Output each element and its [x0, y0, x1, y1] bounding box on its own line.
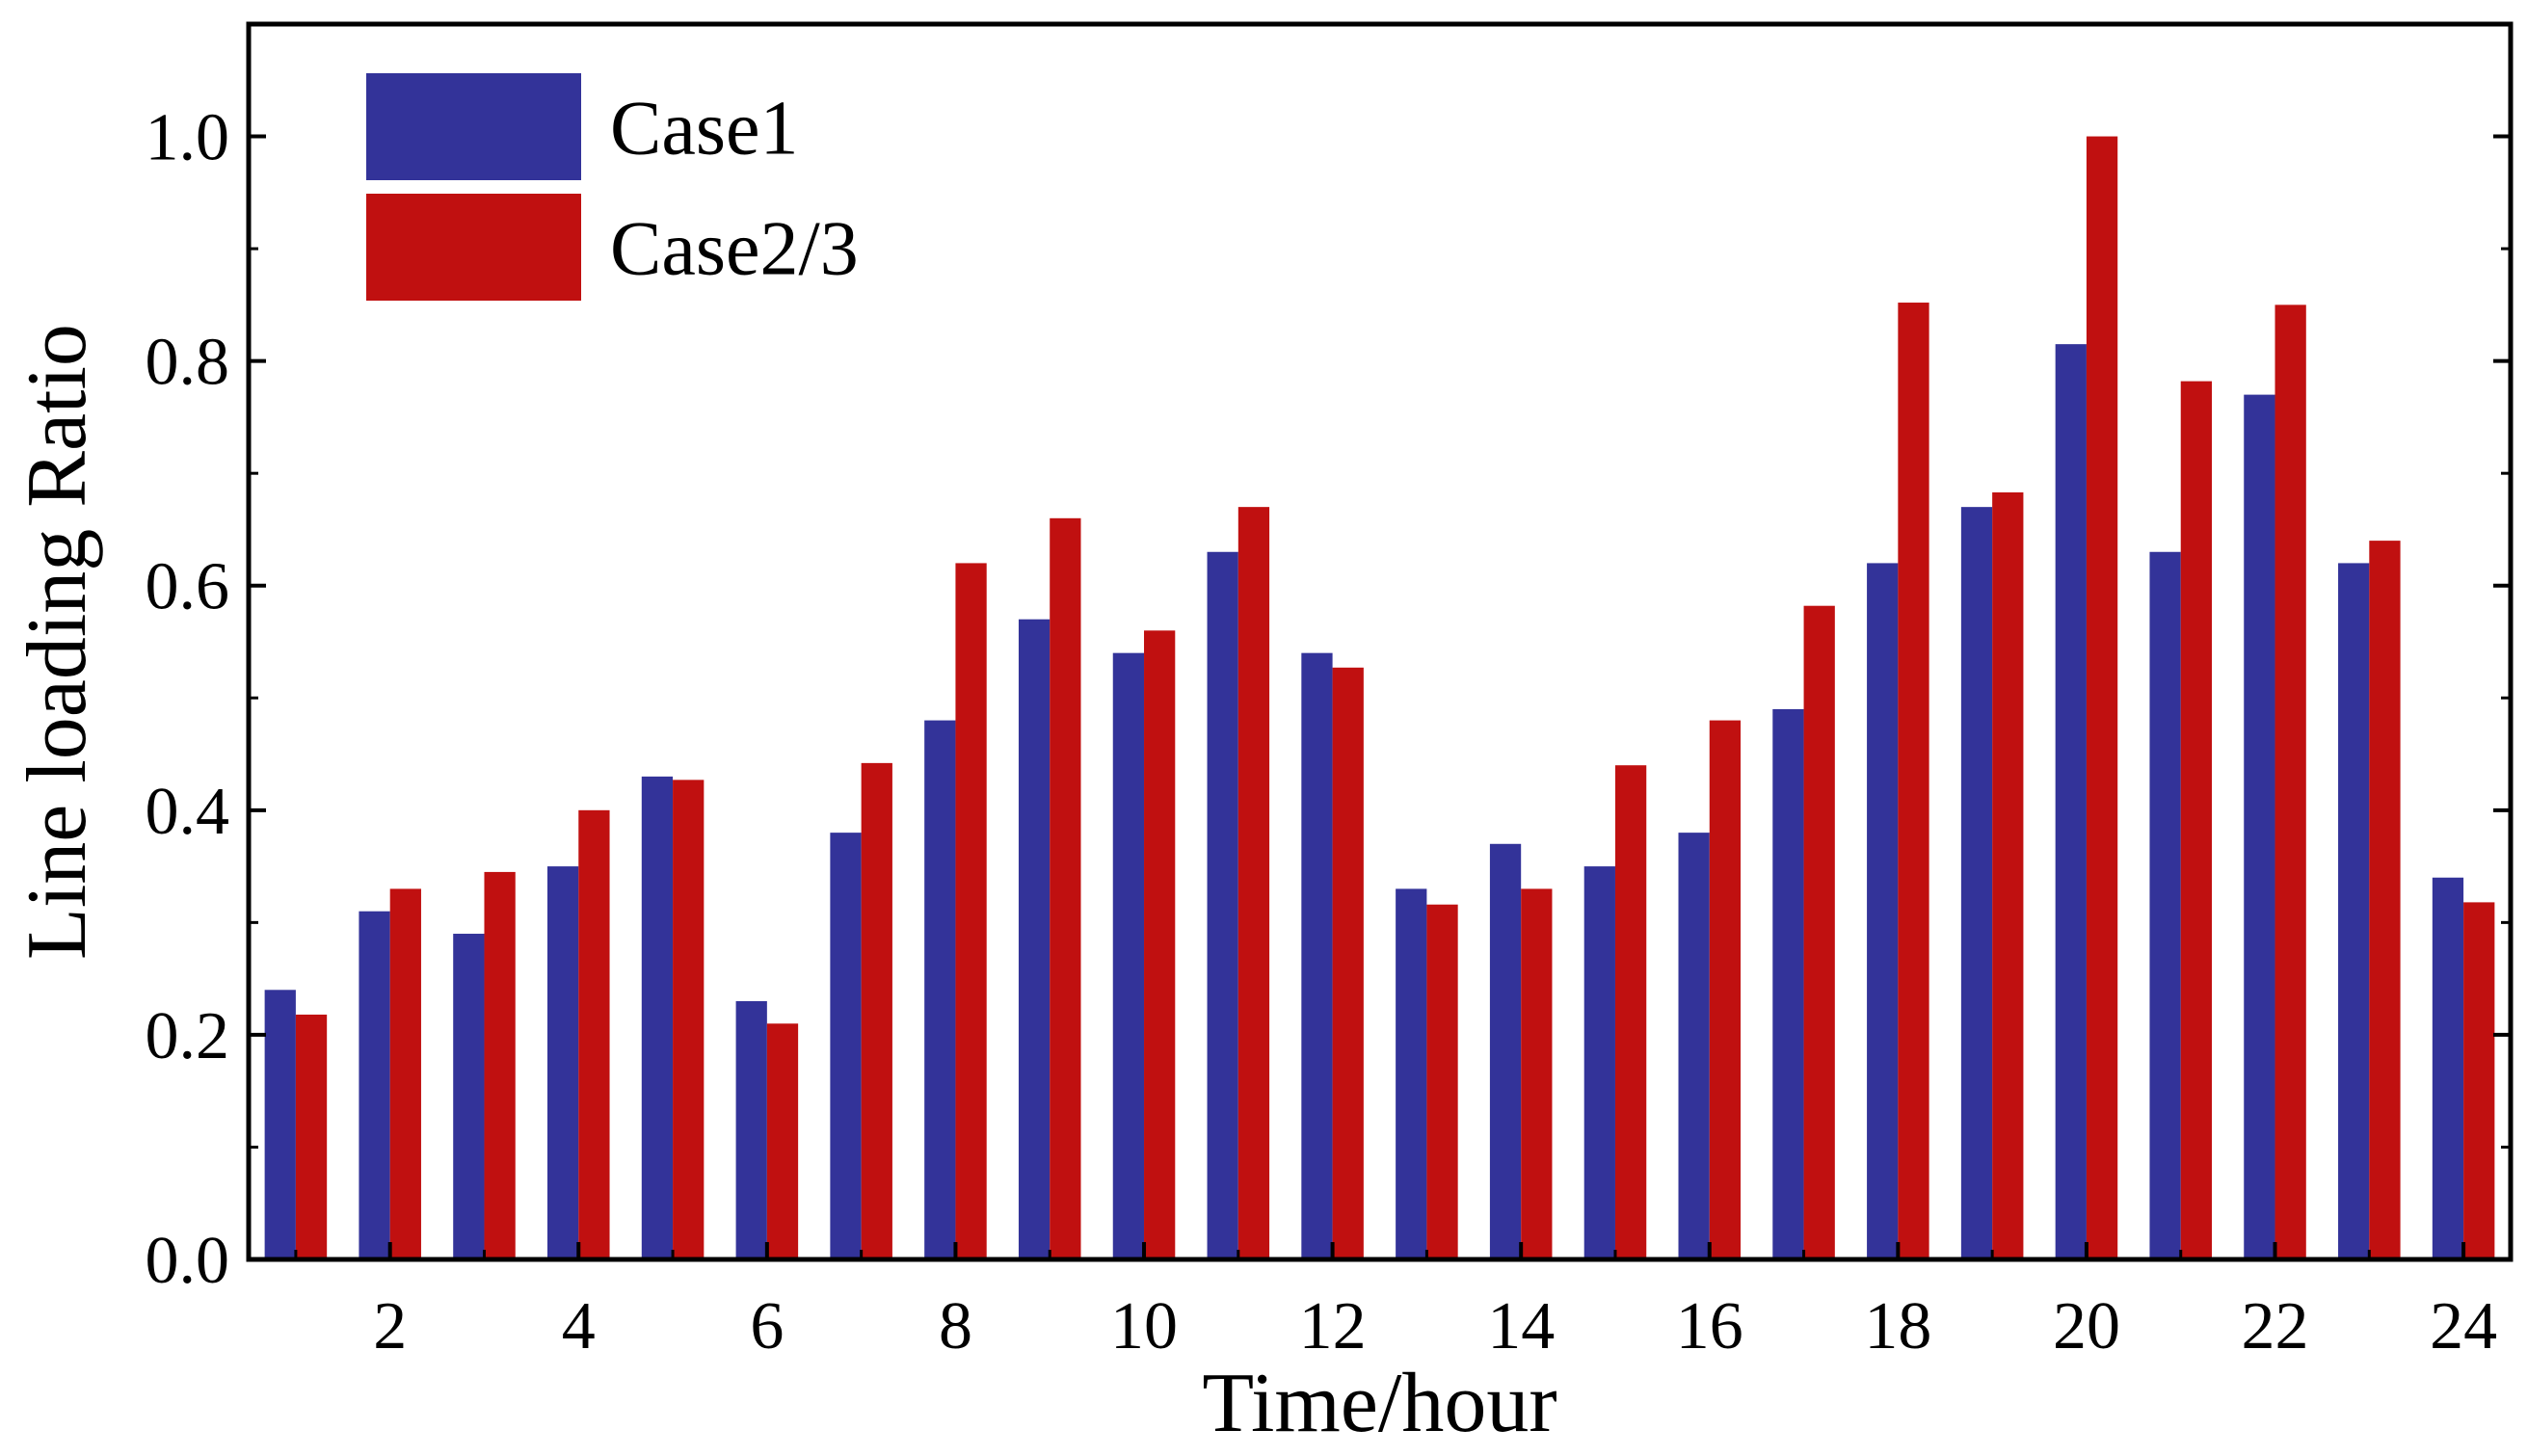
bar-case2-3-hour-15	[1614, 765, 1647, 1259]
bar-case2-3-hour-13	[1426, 904, 1458, 1259]
y-tick-label: 1.0	[146, 101, 230, 175]
legend-swatch-case1	[366, 73, 581, 180]
bar-case2-3-hour-9	[1050, 517, 1081, 1259]
x-tick-label: 24	[2430, 1289, 2497, 1363]
bar-case2-3-hour-12	[1332, 667, 1364, 1259]
bar-case1-hour-8	[924, 720, 956, 1259]
ticks-group: 0.00.20.40.60.81.02 4 6 8 10 12 14 16 18 20 22 24	[146, 22, 2511, 1363]
x-tick-label: 6	[750, 1289, 784, 1363]
x-tick-label: 2	[373, 1289, 407, 1363]
bar-case2-3-hour-18	[1898, 303, 1929, 1259]
x-tick-label: 20	[2053, 1289, 2120, 1363]
bar-case1-hour-6	[735, 1000, 767, 1259]
legend-swatch-case2-3	[366, 194, 581, 301]
bar-case1-hour-23	[2338, 563, 2370, 1259]
x-tick-label: 22	[2242, 1289, 2309, 1363]
legend-label-case1: Case1	[610, 87, 799, 172]
y-tick-label: 0.6	[146, 550, 230, 624]
bar-case1-hour-9	[1018, 619, 1051, 1259]
bar-case2-3-hour-16	[1709, 720, 1742, 1259]
bar-case1-hour-12	[1301, 652, 1333, 1259]
bar-case1-hour-10	[1112, 652, 1145, 1259]
bar-case2-3-hour-1	[295, 1014, 328, 1259]
bar-case2-3-hour-4	[578, 809, 610, 1259]
bar-case2-3-hour-17	[1803, 605, 1835, 1259]
bar-case1-hour-20	[2055, 344, 2087, 1259]
x-tick-label: 14	[1487, 1289, 1555, 1363]
legend: Case1 Case2/3	[366, 73, 859, 301]
bar-case1-hour-13	[1396, 888, 1427, 1259]
bar-case2-3-hour-10	[1144, 630, 1176, 1259]
bar-case1-hour-15	[1583, 866, 1615, 1259]
bar-case1-hour-18	[1867, 563, 1899, 1259]
bar-case1-hour-5	[641, 776, 674, 1259]
bar-case2-3-hour-11	[1237, 507, 1270, 1259]
bar-case1-hour-17	[1772, 708, 1804, 1259]
bar-case2-3-hour-24	[2463, 902, 2495, 1259]
bar-case2-3-hour-21	[2180, 381, 2213, 1260]
bar-case1-hour-4	[546, 866, 579, 1259]
x-tick-label: 4	[562, 1289, 596, 1363]
y-tick-label: 0.4	[146, 775, 230, 849]
bar-case2-3-hour-2	[389, 888, 421, 1259]
x-tick-label: 16	[1676, 1289, 1743, 1363]
bar-case1-hour-16	[1678, 833, 1710, 1259]
bar-case2-3-hour-23	[2369, 541, 2401, 1259]
bar-case1-hour-21	[2149, 551, 2181, 1259]
x-axis-title: Time/hour	[1202, 1357, 1556, 1450]
bar-case1-hour-22	[2244, 394, 2275, 1260]
bar-case1-hour-24	[2432, 877, 2464, 1259]
bar-case1-hour-1	[264, 990, 296, 1259]
x-tick-label: 8	[939, 1289, 972, 1363]
bar-case1-hour-2	[359, 911, 390, 1259]
bar-case2-3-hour-19	[1992, 491, 2024, 1260]
bar-case2-3-hour-20	[2086, 136, 2118, 1260]
bar-case2-3-hour-3	[484, 871, 516, 1259]
bar-case2-3-hour-8	[955, 563, 987, 1259]
bar-case1-hour-7	[830, 833, 862, 1259]
x-tick-label: 10	[1110, 1289, 1178, 1363]
bar-case2-3-hour-6	[766, 1023, 799, 1259]
y-tick-label: 0.2	[146, 999, 230, 1073]
plot-frame	[246, 21, 2514, 1262]
y-tick-label: 0.8	[146, 326, 230, 400]
bar-case1-hour-14	[1489, 843, 1522, 1259]
y-axis-title: Line loading Ratio	[11, 324, 104, 960]
bar-case1-hour-11	[1207, 551, 1238, 1259]
bar-case2-3-hour-7	[861, 762, 892, 1259]
bar-case2-3-hour-22	[2274, 304, 2306, 1259]
bars-group	[264, 136, 2495, 1260]
legend-label-case2-3: Case2/3	[610, 207, 859, 292]
x-tick-label: 18	[1864, 1289, 1931, 1363]
bar-case2-3-hour-5	[673, 780, 705, 1259]
bar-case1-hour-3	[453, 934, 485, 1259]
y-tick-label: 0.0	[146, 1224, 230, 1298]
bar-case2-3-hour-14	[1521, 888, 1553, 1259]
bar-case1-hour-19	[1960, 507, 1993, 1259]
x-tick-label: 12	[1299, 1289, 1367, 1363]
